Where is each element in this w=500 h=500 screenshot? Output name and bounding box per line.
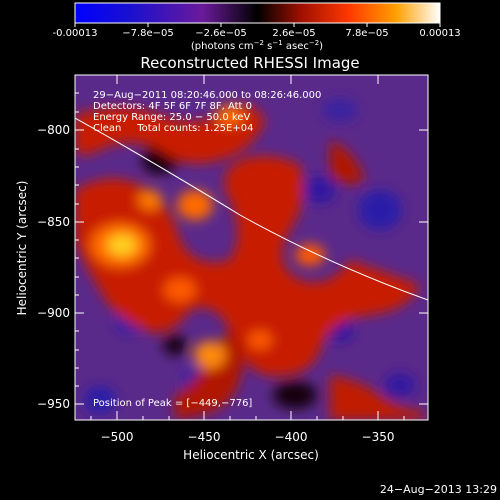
plot-title: Reconstructed RHESSI Image <box>140 54 359 72</box>
y-tick-label: −950 <box>37 397 70 411</box>
annotation-time-range: 29−Aug−2011 08:20:46.000 to 08:26:46.000 <box>93 90 321 101</box>
annotation-detectors: Detectors: 4F 5F 6F 7F 8F, Att 0 <box>93 101 252 112</box>
colorbar-tick-label: 0.00013 <box>419 28 460 39</box>
colorbar-tick-label: −7.8e−05 <box>122 28 174 39</box>
footer-timestamp: 24−Aug−2013 13:29 <box>380 483 497 496</box>
y-tick-label: −800 <box>37 123 70 137</box>
peak-position-label: Position of Peak = [−449,−776] <box>93 398 252 409</box>
annotation-energy-range: Energy Range: 25.0 − 50.0 keV <box>93 112 250 123</box>
colorbar-tick-label: −2.6e−05 <box>195 28 247 39</box>
colorbar-ticks <box>74 23 441 27</box>
colorbar-units: (photons cm−2 s−1 asec−2) <box>191 39 323 52</box>
colorbar-tick-label: 7.8e−05 <box>345 28 388 39</box>
x-tick-label: −400 <box>275 430 308 444</box>
colorbar <box>75 3 440 23</box>
y-tick-label: −850 <box>37 215 70 229</box>
y-axis-ticks <box>75 92 428 405</box>
solar-limb-line <box>75 117 428 301</box>
x-tick-label: −450 <box>188 430 221 444</box>
colorbar-tick-label: 2.6e−05 <box>272 28 315 39</box>
x-tick-label: −350 <box>362 430 395 444</box>
plot-frame <box>74 74 429 421</box>
x-axis-ticks <box>90 75 405 420</box>
x-axis-label: Heliocentric X (arcsec) <box>183 448 319 462</box>
y-tick-label: −900 <box>37 306 70 320</box>
x-tick-label: −500 <box>101 430 134 444</box>
y-axis-label: Heliocentric Y (arcsec) <box>15 181 29 316</box>
annotation-total-counts: Clean Total counts: 1.25E+04 <box>93 123 253 134</box>
rhessi-image <box>75 75 428 420</box>
colorbar-tick-label: -0.00013 <box>53 28 98 39</box>
